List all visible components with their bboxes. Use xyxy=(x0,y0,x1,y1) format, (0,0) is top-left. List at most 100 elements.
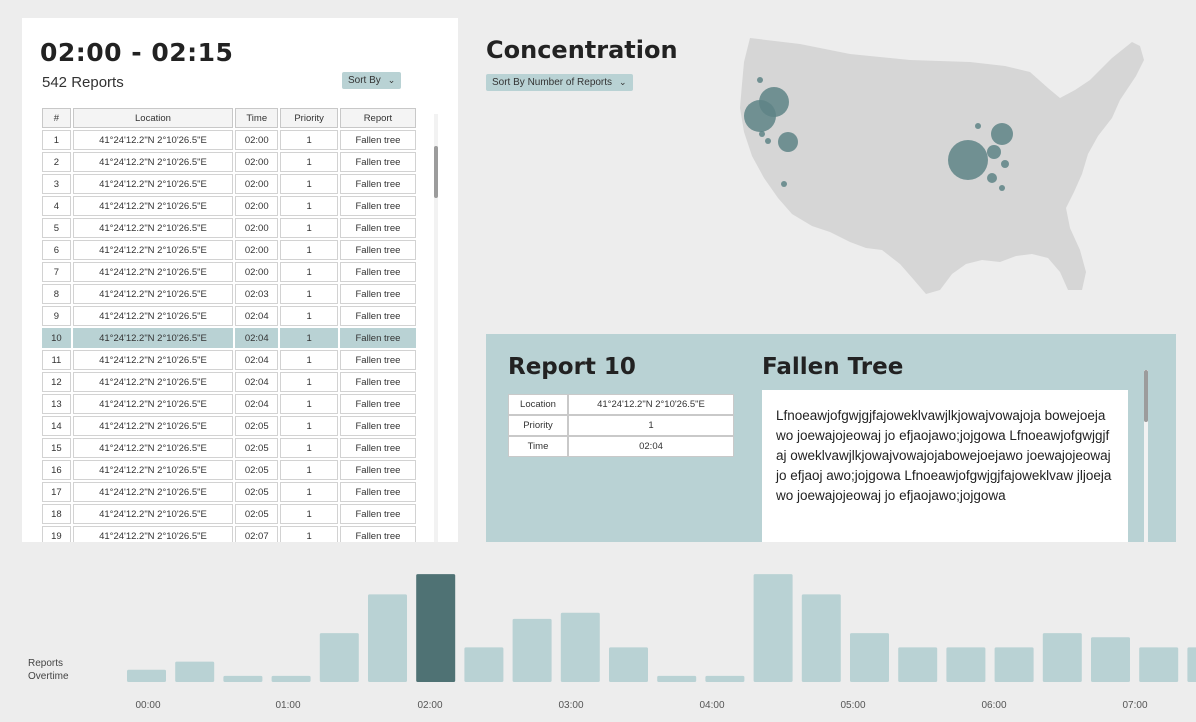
overtime-bar[interactable] xyxy=(705,675,745,682)
cell-report: Fallen tree xyxy=(339,526,416,542)
cell-location: 41°24'12.2"N 2°10'26.5"E xyxy=(72,416,234,436)
overtime-bar[interactable] xyxy=(271,675,311,682)
cell-number: 12 xyxy=(42,372,71,392)
cell-time: 02:00 xyxy=(235,152,279,172)
bubble-nevada[interactable] xyxy=(781,181,787,187)
overtime-bar[interactable] xyxy=(657,675,697,682)
overtime-bar[interactable] xyxy=(898,647,938,682)
report-scrollbar-thumb[interactable] xyxy=(1144,370,1148,422)
table-row[interactable]: 12 41°24'12.2"N 2°10'26.5"E 02:04 1 Fallen t… xyxy=(42,372,416,392)
table-row[interactable]: 11 41°24'12.2"N 2°10'26.5"E 02:04 1 Fallen t… xyxy=(42,350,416,370)
overtime-bar[interactable] xyxy=(850,633,889,682)
table-row[interactable]: 16 41°24'12.2"N 2°10'26.5"E 02:05 1 Fallen t… xyxy=(42,460,416,480)
cell-report: Fallen tree xyxy=(339,152,416,172)
column-header-time[interactable]: Time xyxy=(235,108,279,128)
column-header-location[interactable]: Location xyxy=(72,108,234,128)
detail-value: 41°24'12.2"N 2°10'26.5"E xyxy=(568,394,734,415)
overtime-bar[interactable] xyxy=(368,594,407,682)
overtime-label: Reports Overtime xyxy=(28,657,69,683)
bubble-great-lakes-small[interactable] xyxy=(987,145,1001,159)
cell-priority: 1 xyxy=(280,372,338,392)
report-body-text[interactable]: Lfnoeawjofgwjgjfajoweklvawjlkjowajvowajo… xyxy=(762,390,1128,542)
table-scrollbar[interactable] xyxy=(434,114,438,542)
cell-time: 02:00 xyxy=(235,218,279,238)
table-row[interactable]: 10 41°24'12.2"N 2°10'26.5"E 02:04 1 Fallen t… xyxy=(42,328,416,348)
table-row[interactable]: 15 41°24'12.2"N 2°10'26.5"E 02:05 1 Fallen t… xyxy=(42,438,416,458)
cell-number: 16 xyxy=(42,460,71,480)
overtime-bar[interactable] xyxy=(416,574,456,682)
bubble-michigan[interactable] xyxy=(975,123,981,129)
overtime-bars xyxy=(127,574,1196,682)
table-row[interactable]: 2 41°24'12.2"N 2°10'26.5"E 02:00 1 Fallen tr… xyxy=(42,152,416,172)
column-header-number[interactable]: # xyxy=(42,108,71,128)
bubble-kentucky[interactable] xyxy=(987,173,997,183)
cell-location: 41°24'12.2"N 2°10'26.5"E xyxy=(72,372,234,392)
bubble-midwest-large[interactable] xyxy=(948,140,988,180)
bubble-tennessee[interactable] xyxy=(999,185,1005,191)
column-header-report[interactable]: Report xyxy=(339,108,416,128)
cell-report: Fallen tree xyxy=(339,350,416,370)
concentration-bubbles xyxy=(744,77,1013,191)
cell-number: 2 xyxy=(42,152,71,172)
overtime-bar[interactable] xyxy=(464,647,504,682)
sort-by-number-dropdown[interactable]: Sort By Number of Reports ⌄ xyxy=(486,74,633,91)
bubble-west-coast-small[interactable] xyxy=(778,132,798,152)
cell-time: 02:04 xyxy=(235,372,279,392)
bubble-great-lakes[interactable] xyxy=(991,123,1013,145)
cell-location: 41°24'12.2"N 2°10'26.5"E xyxy=(72,152,234,172)
overtime-bar[interactable] xyxy=(1042,633,1082,682)
cell-priority: 1 xyxy=(280,350,338,370)
overtime-bar[interactable] xyxy=(1187,647,1196,682)
overtime-bar[interactable] xyxy=(1139,647,1179,682)
column-header-priority[interactable]: Priority xyxy=(280,108,338,128)
cell-priority: 1 xyxy=(280,394,338,414)
cell-number: 9 xyxy=(42,306,71,326)
overtime-bar[interactable] xyxy=(994,647,1034,682)
table-row[interactable]: 7 41°24'12.2"N 2°10'26.5"E 02:00 1 Fallen tr… xyxy=(42,262,416,282)
overtime-bar[interactable] xyxy=(946,647,986,682)
overtime-bar[interactable] xyxy=(753,574,793,682)
cell-report: Fallen tree xyxy=(339,438,416,458)
overtime-bar[interactable] xyxy=(609,647,648,682)
cell-location: 41°24'12.2"N 2°10'26.5"E xyxy=(72,328,234,348)
table-row[interactable]: 18 41°24'12.2"N 2°10'26.5"E 02:05 1 Fallen t… xyxy=(42,504,416,524)
overtime-bar[interactable] xyxy=(223,675,263,682)
table-row[interactable]: 1 41°24'12.2"N 2°10'26.5"E 02:00 1 Fallen tr… xyxy=(42,130,416,150)
table-row[interactable]: 8 41°24'12.2"N 2°10'26.5"E 02:03 1 Fallen tr… xyxy=(42,284,416,304)
chevron-down-icon: ⌄ xyxy=(619,77,627,87)
overtime-bar[interactable] xyxy=(175,661,215,682)
cell-time: 02:00 xyxy=(235,130,279,150)
bubble-west-coast-tiny-2[interactable] xyxy=(765,138,771,144)
cell-number: 8 xyxy=(42,284,71,304)
cell-report: Fallen tree xyxy=(339,306,416,326)
report-scrollbar[interactable] xyxy=(1144,370,1148,542)
table-row[interactable]: 5 41°24'12.2"N 2°10'26.5"E 02:00 1 Fallen tr… xyxy=(42,218,416,238)
table-row[interactable]: 4 41°24'12.2"N 2°10'26.5"E 02:00 1 Fallen tr… xyxy=(42,196,416,216)
cell-report: Fallen tree xyxy=(339,240,416,260)
table-row[interactable]: 3 41°24'12.2"N 2°10'26.5"E 02:00 1 Fallen tr… xyxy=(42,174,416,194)
table-row[interactable]: 14 41°24'12.2"N 2°10'26.5"E 02:05 1 Fallen t… xyxy=(42,416,416,436)
cell-location: 41°24'12.2"N 2°10'26.5"E xyxy=(72,240,234,260)
us-concentration-map[interactable] xyxy=(730,28,1156,298)
bubble-west-coast[interactable] xyxy=(744,100,776,132)
table-row[interactable]: 19 41°24'12.2"N 2°10'26.5"E 02:07 1 Fallen t… xyxy=(42,526,416,542)
table-row[interactable]: 13 41°24'12.2"N 2°10'26.5"E 02:04 1 Fallen t… xyxy=(42,394,416,414)
x-tick-label: 07:00 xyxy=(1122,700,1147,711)
overtime-bar[interactable] xyxy=(801,594,841,682)
bubble-oregon[interactable] xyxy=(757,77,763,83)
overtime-bar[interactable] xyxy=(560,612,600,682)
table-row[interactable]: 6 41°24'12.2"N 2°10'26.5"E 02:00 1 Fallen tr… xyxy=(42,240,416,260)
overtime-bar[interactable] xyxy=(319,633,359,682)
table-row[interactable]: 9 41°24'12.2"N 2°10'26.5"E 02:04 1 Fallen tr… xyxy=(42,306,416,326)
cell-priority: 1 xyxy=(280,174,338,194)
cell-time: 02:00 xyxy=(235,240,279,260)
sort-by-dropdown[interactable]: Sort By ⌄ xyxy=(342,72,402,89)
table-scrollbar-thumb[interactable] xyxy=(434,146,438,198)
overtime-bar[interactable] xyxy=(1091,637,1130,682)
table-row[interactable]: 17 41°24'12.2"N 2°10'26.5"E 02:05 1 Fallen t… xyxy=(42,482,416,502)
overtime-bar[interactable] xyxy=(512,618,552,682)
overtime-bar[interactable] xyxy=(127,669,166,682)
bubble-ohio[interactable] xyxy=(1001,160,1009,168)
bubble-west-coast-tiny[interactable] xyxy=(759,131,765,137)
cell-number: 17 xyxy=(42,482,71,502)
